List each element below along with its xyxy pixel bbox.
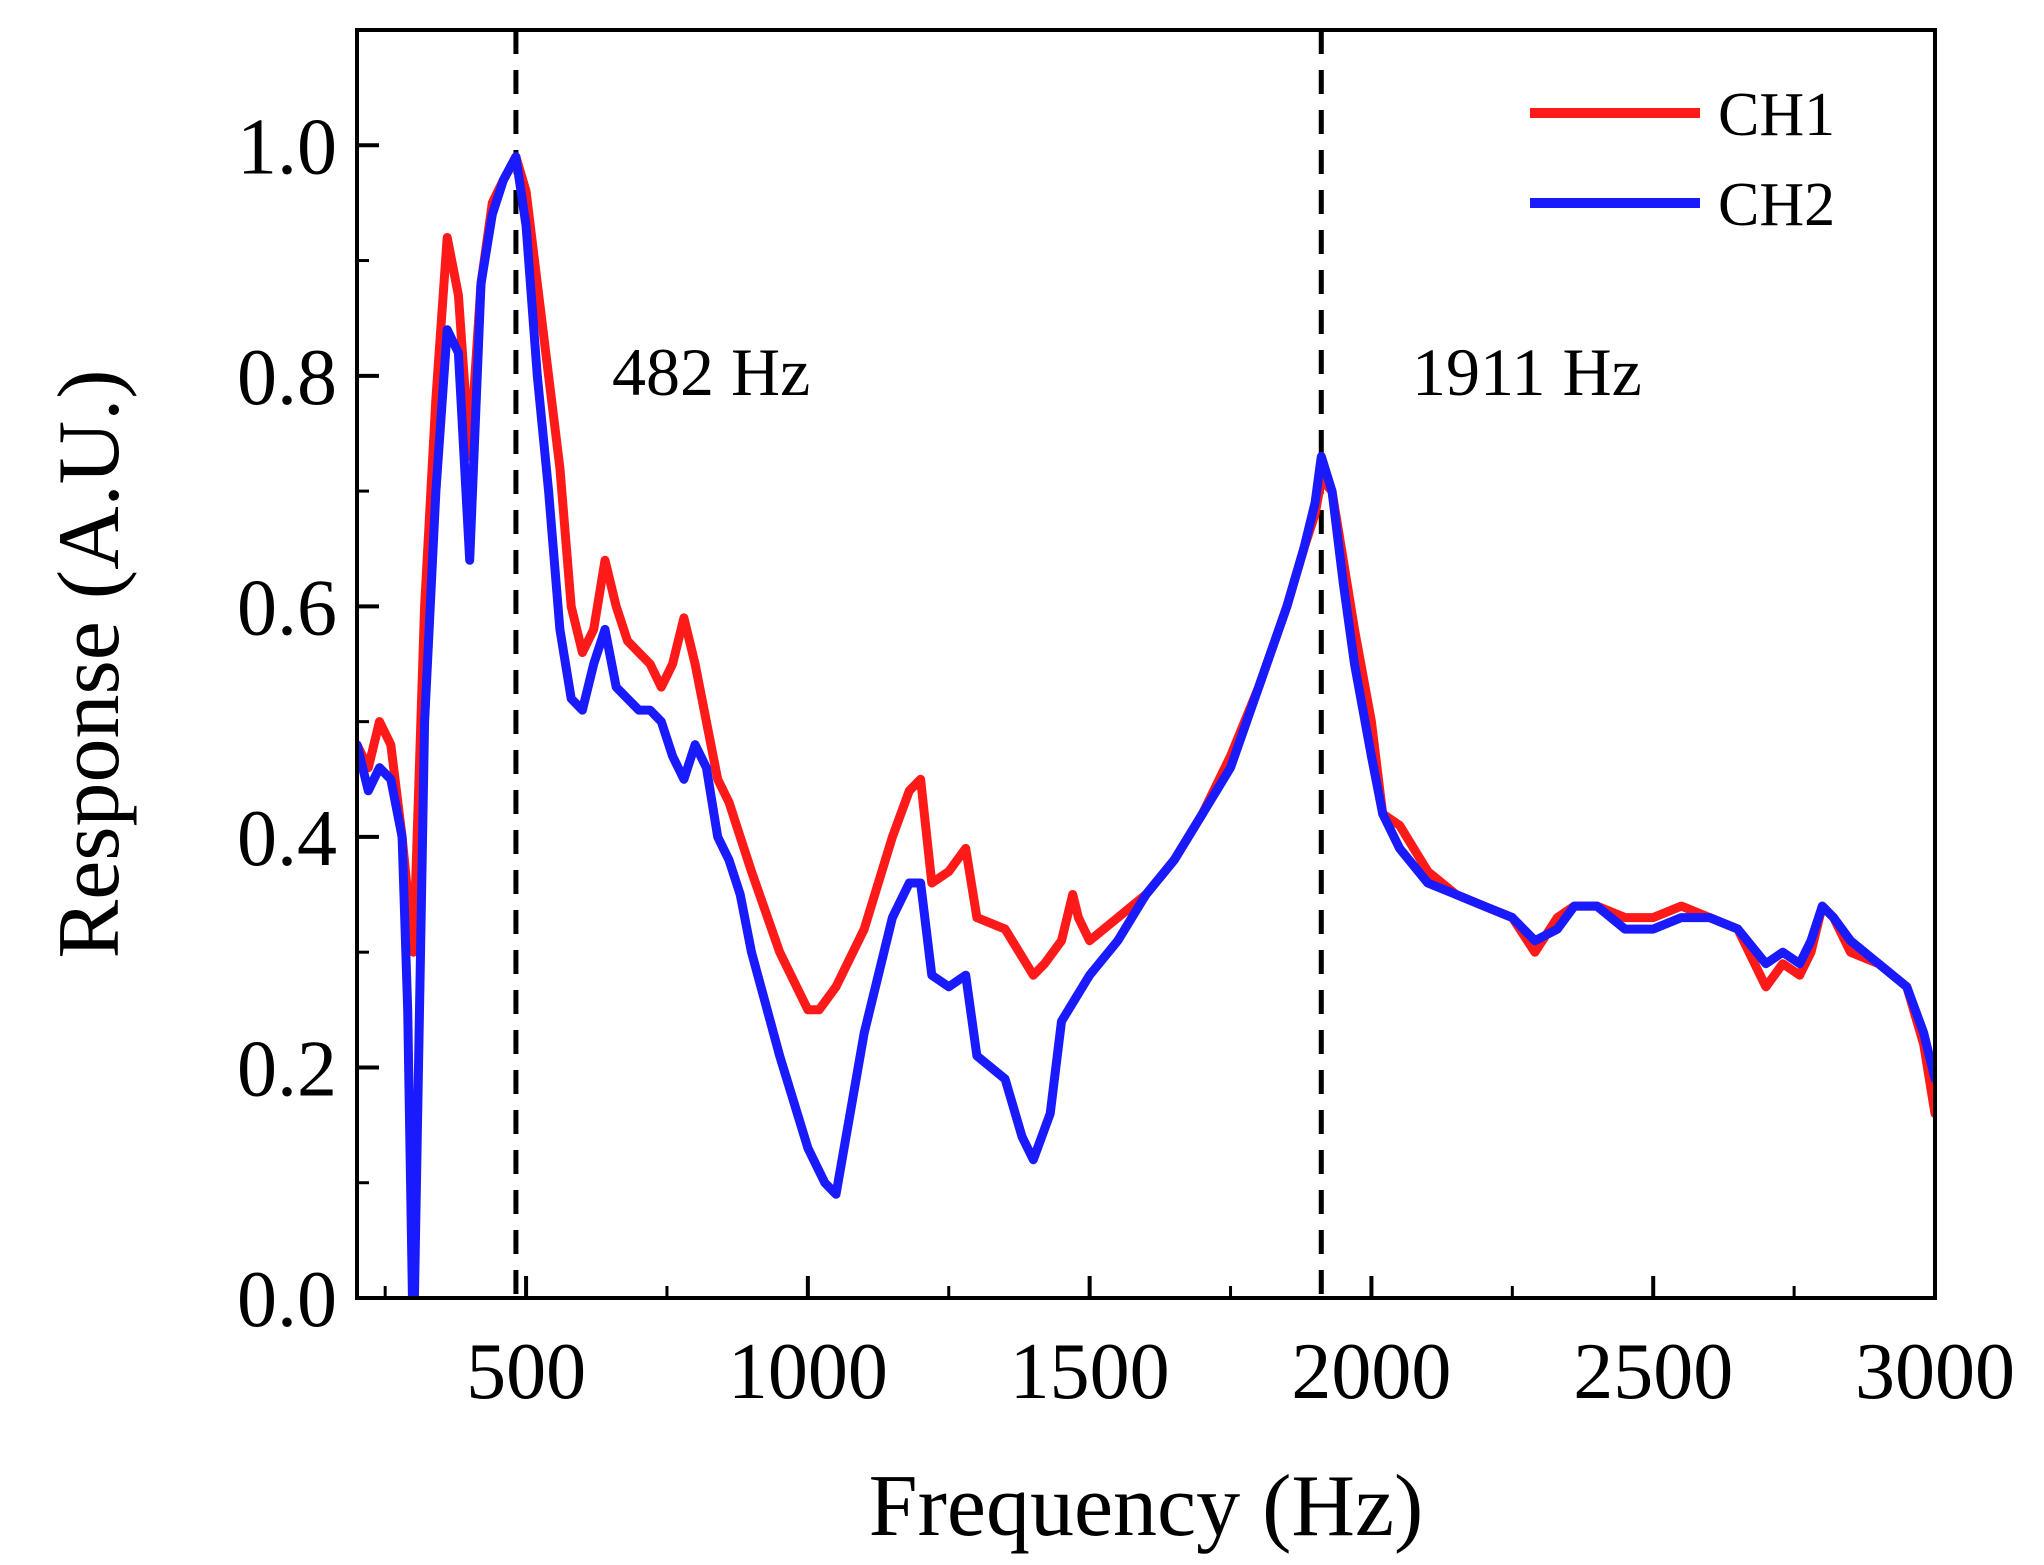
vline-layer <box>513 30 1324 1298</box>
label-layer: 500 1000 1500 2000 2500 3000 0.0 0.2 0.4 0.6 0.8 1.… <box>41 103 2015 1555</box>
y-tick-label-1: 1.0 <box>237 103 337 191</box>
legend-label-ch1: CH1 <box>1718 81 1835 149</box>
x-tick-label-3000: 3000 <box>1855 1328 2015 1416</box>
x-tick-label-500: 500 <box>466 1328 586 1416</box>
x-tick-label-2500: 2500 <box>1573 1328 1733 1416</box>
series-line-ch2 <box>357 152 1935 1298</box>
annotation-482hz: 482 Hz <box>612 334 810 410</box>
plot-frame <box>355 28 1937 1300</box>
y-tick-label-0: 0.0 <box>237 1256 337 1344</box>
x-axis-title: Frequency (Hz) <box>869 1458 1424 1555</box>
legend-label-ch2: CH2 <box>1718 171 1835 239</box>
axis-layer <box>355 28 1937 1300</box>
x-tick-label-2000: 2000 <box>1291 1328 1451 1416</box>
y-tick-label-0.4: 0.4 <box>237 795 337 883</box>
y-tick-label-0.2: 0.2 <box>237 1025 337 1113</box>
y-axis-title: Response (A.U.) <box>41 369 138 958</box>
series-line-ch1 <box>357 152 1935 1119</box>
y-tick-label-0.6: 0.6 <box>237 564 337 652</box>
x-tick-label-1000: 1000 <box>728 1328 888 1416</box>
x-tick-label-1500: 1500 <box>1010 1328 1170 1416</box>
y-tick-label-0.8: 0.8 <box>237 334 337 422</box>
series-layer <box>357 152 1935 1298</box>
annotation-1911hz: 1911 Hz <box>1412 334 1642 410</box>
